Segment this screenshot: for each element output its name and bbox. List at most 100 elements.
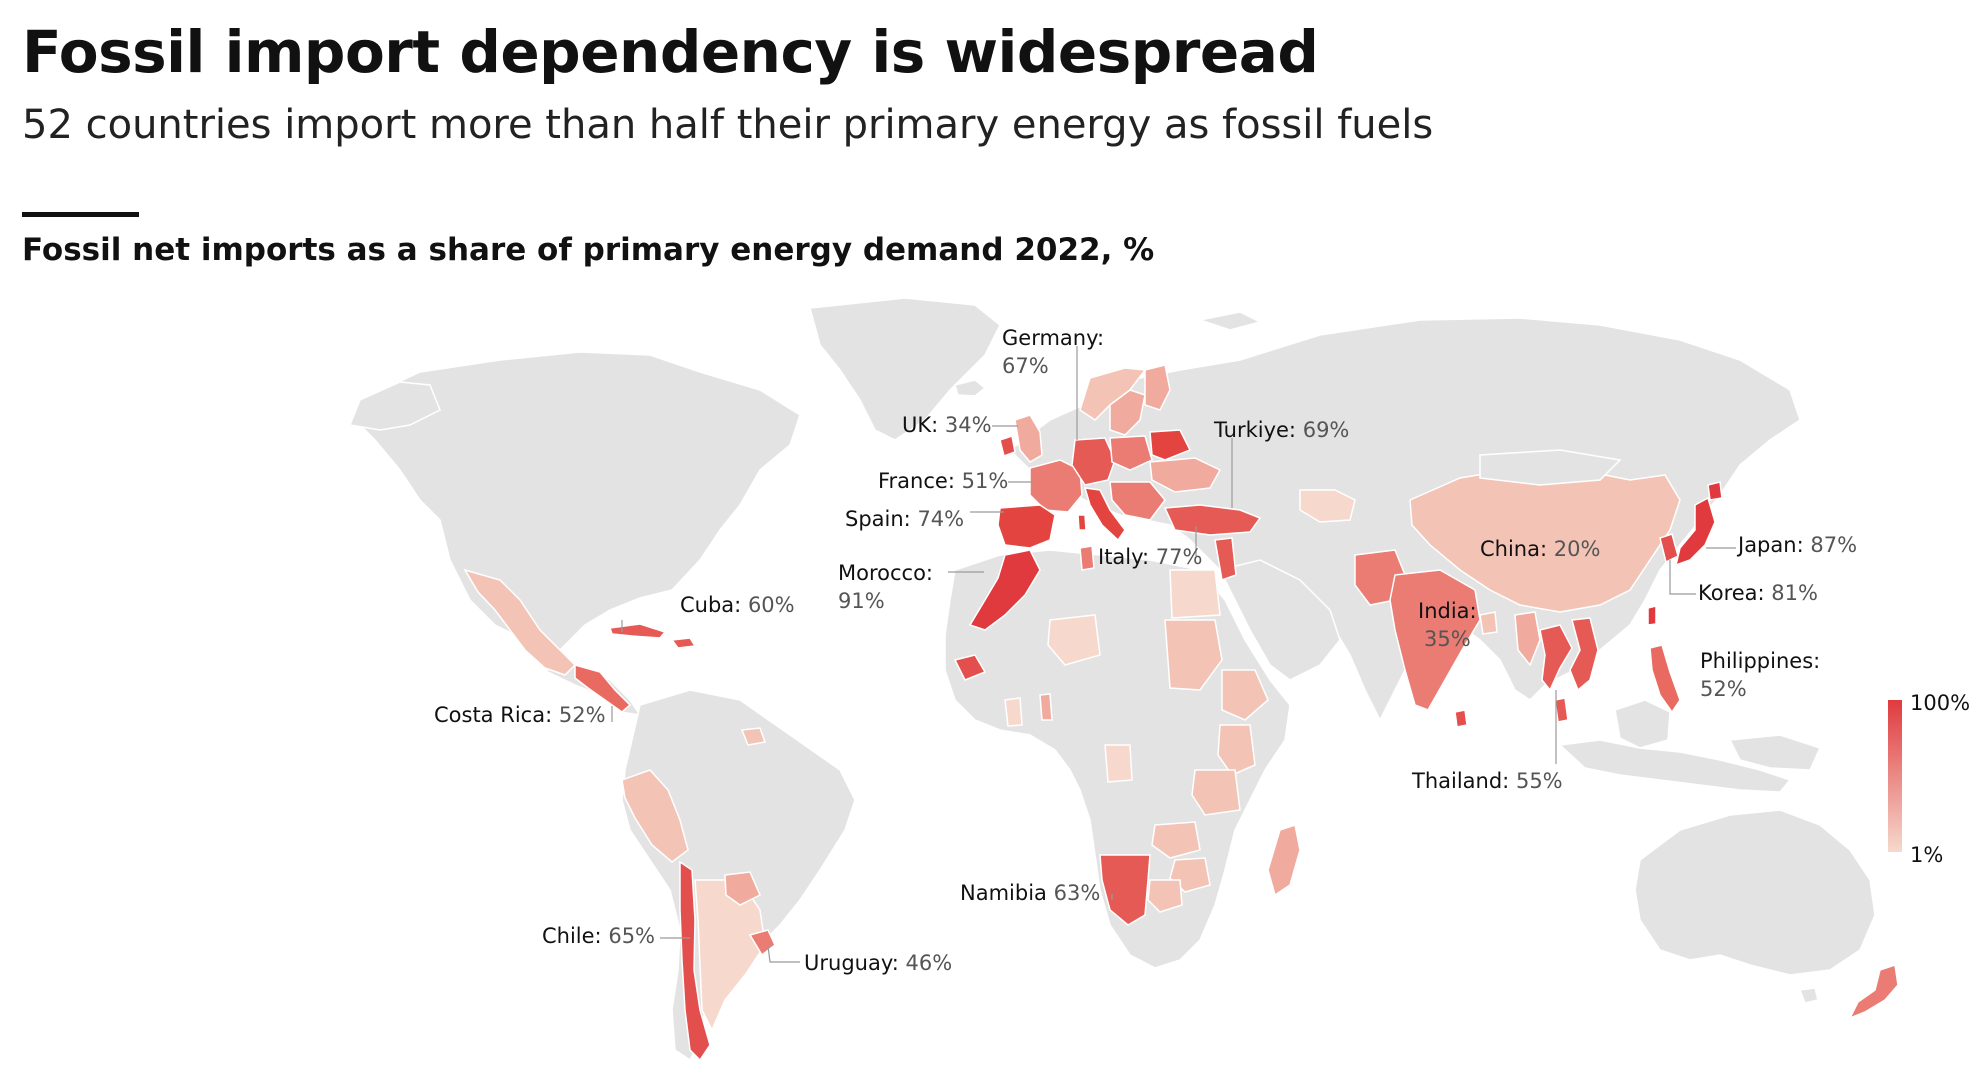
country-india xyxy=(1389,569,1481,711)
country-germany xyxy=(1071,437,1116,486)
country-myanmar xyxy=(1514,611,1541,667)
country-sri-lanka xyxy=(1454,709,1468,728)
label-uruguay: Uruguay: 46% xyxy=(804,951,952,975)
country-botswana xyxy=(1147,879,1183,913)
page-subtitle: 52 countries import more than half their… xyxy=(22,102,1434,148)
alaska xyxy=(348,381,441,431)
country-belarus xyxy=(1149,429,1192,461)
label-morocco-value: 91% xyxy=(838,589,885,613)
label-spain: Spain: 74% xyxy=(845,507,964,531)
country-france xyxy=(1029,459,1083,513)
country-malaysia xyxy=(1554,697,1569,723)
country-peru xyxy=(621,769,689,863)
leader-korea xyxy=(1669,560,1696,595)
country-sardinia xyxy=(1077,514,1087,531)
country-morocco xyxy=(968,549,1041,631)
leader-lines xyxy=(611,346,1736,963)
country-caribbean xyxy=(670,637,697,649)
country-congo-pale xyxy=(1104,744,1133,783)
label-morocco: Morocco: 91% xyxy=(838,561,933,613)
country-taiwan xyxy=(1647,605,1657,626)
label-italy-value: 77% xyxy=(1156,545,1203,569)
country-turkiye xyxy=(1163,504,1262,536)
label-korea-value: 81% xyxy=(1771,581,1818,605)
country-tanzania xyxy=(1191,769,1241,816)
country-iran xyxy=(1299,489,1356,523)
country-suriname xyxy=(740,727,767,746)
country-ireland xyxy=(999,435,1016,457)
label-thailand: Thailand: 55% xyxy=(1411,769,1563,793)
label-costa-rica-value: 52% xyxy=(559,703,606,727)
label-turkiye-value: 69% xyxy=(1303,418,1350,442)
label-cuba: Cuba: 60% xyxy=(680,593,795,617)
country-new-zealand xyxy=(1848,964,1899,1020)
country-costa-rica xyxy=(574,664,632,713)
legend-max-label: 100% xyxy=(1910,691,1970,715)
country-zambia xyxy=(1151,821,1201,859)
country-ethiopia xyxy=(1221,669,1269,721)
leader-uruguay xyxy=(767,945,800,963)
label-japan-value: 87% xyxy=(1810,533,1857,557)
iceland xyxy=(954,379,987,397)
arctic-islands xyxy=(1197,311,1263,331)
country-balkans xyxy=(1109,481,1166,521)
label-namibia-value: 63% xyxy=(1054,881,1101,905)
label-uk-value: 34% xyxy=(945,413,992,437)
borneo xyxy=(1614,699,1671,749)
label-uk: UK: 34% xyxy=(902,413,992,437)
country-sweden xyxy=(1109,389,1146,436)
label-china: China: 20% xyxy=(1480,537,1600,561)
label-korea: Korea: 81% xyxy=(1698,581,1818,605)
label-spain-value: 74% xyxy=(917,507,964,531)
country-niger xyxy=(1047,614,1101,666)
color-legend: 100% 1% xyxy=(1888,691,1970,867)
country-thailand xyxy=(1539,624,1573,692)
eurasia xyxy=(1008,317,1801,722)
country-ukraine xyxy=(1149,457,1222,493)
country-namibia xyxy=(1099,854,1151,926)
country-cuba xyxy=(609,623,667,639)
country-kenya xyxy=(1217,724,1256,776)
import-countries xyxy=(463,364,1899,1062)
label-china-value: 20% xyxy=(1554,537,1601,561)
title-divider xyxy=(22,212,139,217)
label-namibia: Namibia 63% xyxy=(960,881,1100,905)
country-togo xyxy=(1039,693,1053,721)
country-japan-hokkaido xyxy=(1707,481,1723,501)
country-sudan xyxy=(1164,619,1223,691)
label-philippines: Philippines: 52% xyxy=(1700,649,1820,701)
arabian-peninsula xyxy=(1218,559,1341,681)
country-tunisia xyxy=(1079,545,1095,571)
label-uruguay-value: 46% xyxy=(906,951,953,975)
label-cuba-value: 60% xyxy=(748,593,795,617)
country-ghana xyxy=(1004,697,1023,727)
country-levant xyxy=(1214,537,1237,582)
country-chile xyxy=(679,860,711,1062)
country-egypt xyxy=(1169,569,1221,619)
label-india: India: 35% xyxy=(1418,599,1477,651)
country-senegal xyxy=(953,654,987,681)
legend-min-label: 1% xyxy=(1910,843,1943,867)
label-germany-value: 67% xyxy=(1002,354,1049,378)
country-vietnam xyxy=(1569,617,1599,692)
label-turkiye: Turkiye: 69% xyxy=(1213,418,1349,442)
label-japan: Japan: 87% xyxy=(1736,533,1857,557)
label-chile-value: 65% xyxy=(608,924,655,948)
country-uk xyxy=(1014,414,1043,463)
page-title: Fossil import dependency is widespread xyxy=(22,18,1319,86)
legend-gradient-bar xyxy=(1888,700,1902,852)
north-america xyxy=(354,351,801,661)
country-bangladesh xyxy=(1479,611,1498,635)
country-paraguay xyxy=(724,871,761,906)
country-finland xyxy=(1144,364,1171,411)
label-italy: Italy: 77% xyxy=(1098,545,1202,569)
label-philippines-value: 52% xyxy=(1700,677,1747,701)
tasmania xyxy=(1798,987,1819,1004)
label-chile: Chile: 65% xyxy=(542,924,655,948)
country-mongolia xyxy=(1479,449,1622,486)
greenland xyxy=(809,297,1001,441)
label-thailand-value: 55% xyxy=(1516,769,1563,793)
country-madagascar xyxy=(1267,824,1301,897)
country-philippines xyxy=(1649,644,1681,714)
